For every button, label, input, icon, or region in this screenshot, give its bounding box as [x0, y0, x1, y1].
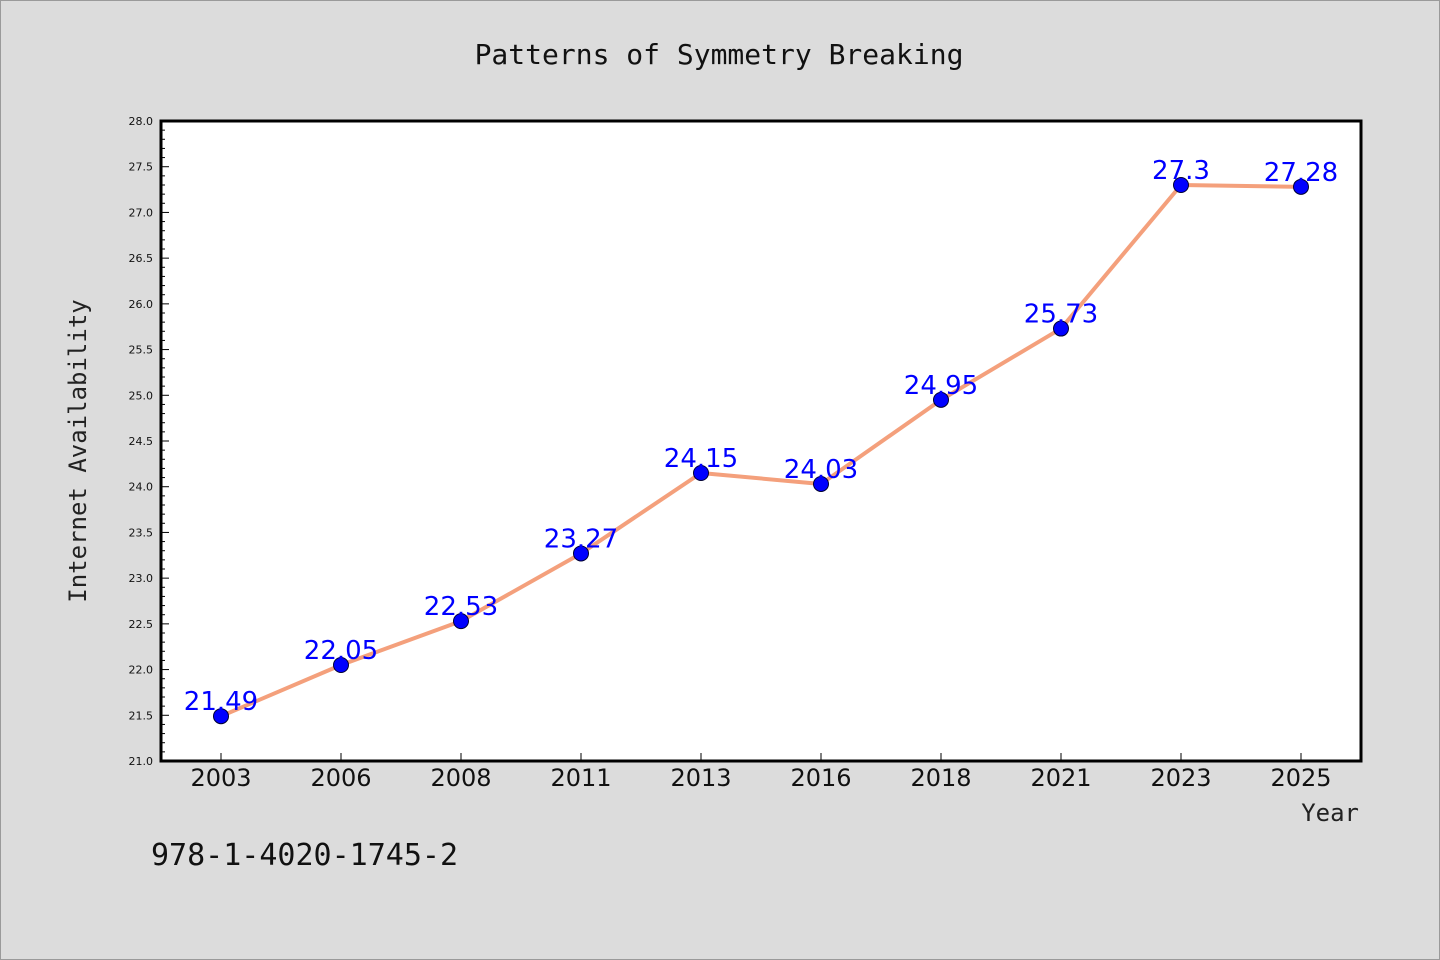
plot-area: [159, 119, 1363, 763]
y-tick-label: 21.0: [129, 755, 154, 768]
data-point: [453, 613, 469, 630]
x-tick-label: 2011: [550, 764, 611, 792]
data-point: [573, 545, 589, 562]
y-tick-label: 25.5: [129, 344, 154, 357]
y-axis-label: Internet Availability: [64, 299, 92, 602]
y-tick-label: 28.0: [129, 115, 154, 128]
y-tick-label: 22.5: [129, 618, 154, 631]
data-label: 21.49: [184, 687, 258, 717]
y-tick-label: 23.0: [129, 572, 154, 585]
y-tick-label: 26.0: [129, 298, 154, 311]
data-point: [933, 391, 949, 408]
y-tick-label: 24.5: [129, 435, 154, 448]
data-label: 23.27: [544, 524, 618, 554]
chart-title: Patterns of Symmetry Breaking: [475, 38, 964, 71]
y-tick-label: 24.0: [129, 481, 154, 494]
isbn-annotation: 978-1-4020-1745-2: [151, 838, 458, 873]
x-tick-label: 2003: [190, 764, 251, 792]
data-point: [1293, 178, 1309, 195]
data-label: 27.3: [1152, 156, 1210, 186]
data-label: 22.05: [304, 636, 378, 666]
data-label: 24.03: [784, 455, 858, 485]
x-axis-label: Year: [1301, 799, 1359, 827]
y-tick-label: 27.5: [129, 161, 154, 174]
data-labels-group: 21.49 22.05 22.53 23.27 24.15 24.03 24.95 25.73…: [184, 156, 1338, 717]
data-label: 27.28: [1264, 158, 1338, 188]
data-point: [333, 657, 349, 673]
series-line: [219, 183, 1303, 719]
y-tick-label: 25.0: [129, 389, 154, 402]
data-label: 24.95: [904, 371, 978, 401]
data-label: 22.53: [424, 592, 498, 622]
y-tick-label: 22.0: [129, 664, 154, 677]
data-label: 25.73: [1024, 300, 1098, 330]
x-tick-label: 2016: [790, 764, 851, 792]
y-tick-label: 23.5: [129, 526, 154, 539]
data-point: [813, 475, 829, 492]
data-label: 24.15: [664, 444, 738, 474]
x-tick-label: 2013: [670, 764, 731, 792]
x-tick-label: 2023: [1150, 764, 1211, 792]
series-group: [213, 177, 1309, 725]
x-tick-label: 2008: [430, 764, 491, 792]
x-axis: 2003 2006 2008 2011 2013 2016 2018 2021 2023 2025: [190, 753, 1332, 792]
y-tick-label: 26.5: [129, 252, 154, 265]
y-tick-label: 27.0: [129, 206, 154, 219]
data-point: [1053, 320, 1069, 337]
data-point: [213, 708, 229, 725]
y-tick-label: 21.5: [129, 709, 154, 722]
x-tick-label: 2025: [1270, 764, 1331, 792]
data-point: [1173, 177, 1189, 193]
x-tick-label: 2006: [310, 764, 371, 792]
x-tick-label: 2021: [1030, 764, 1091, 792]
x-tick-label: 2018: [910, 764, 971, 792]
data-point: [693, 465, 709, 481]
y-axis: 21.0 21.5 22.0 22.5 23.0 23.5 24.0 24.5 25.0 25.5…: [129, 115, 169, 768]
